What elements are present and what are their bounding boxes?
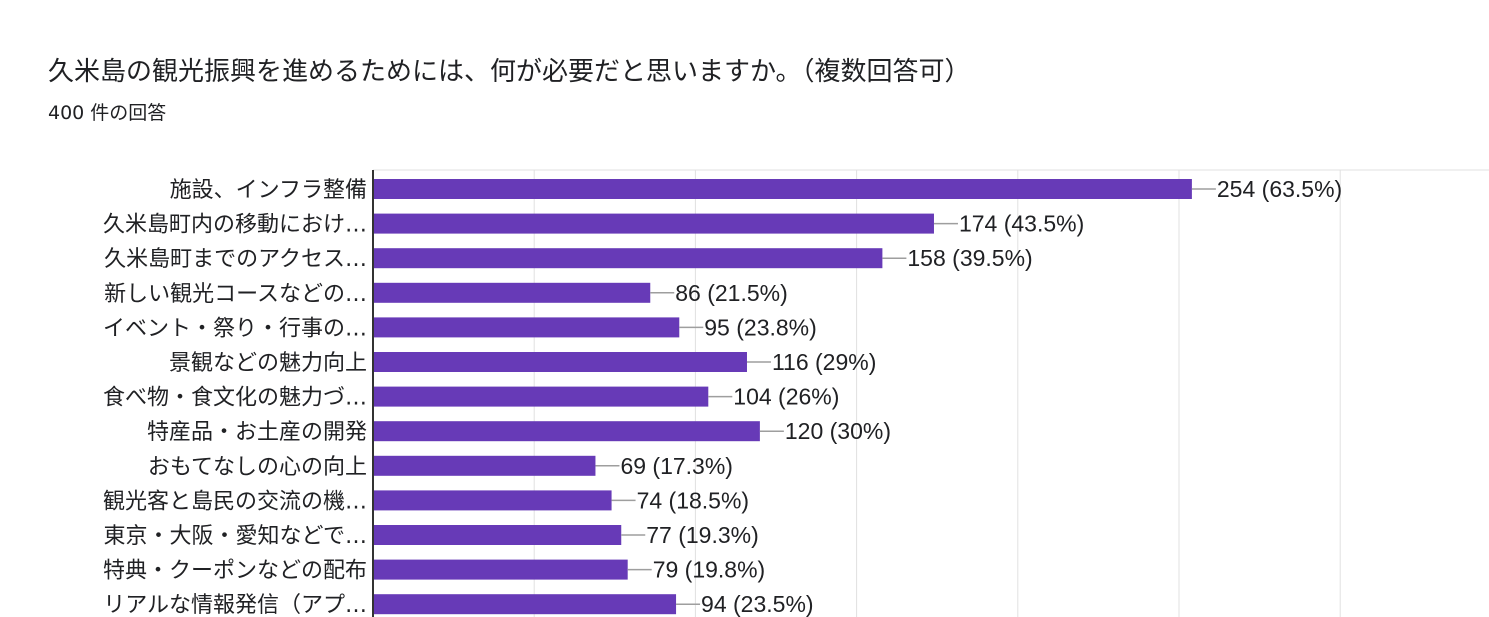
data-label: 158 (39.5%) [907, 245, 1032, 271]
bar [373, 386, 709, 407]
response-count: 400 件の回答 [48, 102, 167, 124]
data-label: 254 (63.5%) [1217, 176, 1342, 202]
category-label: 施設、インフラ整備 [170, 178, 367, 203]
data-label: 94 (23.5%) [701, 591, 814, 617]
data-label: 95 (23.8%) [704, 314, 817, 340]
bar [373, 213, 934, 234]
category-label: 特典・クーポンなどの配布 [103, 559, 367, 584]
category-label: 東京・大阪・愛知などで… [103, 524, 367, 549]
bar [373, 525, 622, 545]
category-label: 食べ物・食文化の魅力づ… [103, 386, 367, 411]
category-label: イベント・祭り・行事の… [103, 316, 367, 341]
bar [373, 282, 651, 303]
category-label: 景観などの魅力向上 [169, 351, 367, 376]
category-label: おもてなしの心の向上 [148, 455, 367, 480]
category-label: 観光客と島民の交流の機… [103, 489, 367, 514]
bar [373, 455, 596, 476]
data-label: 120 (30%) [785, 418, 891, 444]
labels: 施設、インフラ整備 254 (63.5%) 久米島町内の移動におけ… 174 (43.… [103, 176, 1342, 617]
category-label: 新しい観光コースなどの… [104, 282, 367, 307]
category-label: 久米島町までのアクセス… [104, 247, 367, 272]
bar [373, 421, 760, 442]
data-label: 79 (19.8%) [653, 557, 766, 583]
category-label: 特産品・お土産の開発 [147, 420, 367, 445]
data-label: 77 (19.3%) [646, 522, 759, 548]
bar [373, 317, 680, 338]
bars [373, 179, 1216, 615]
data-label: 69 (17.3%) [620, 453, 733, 479]
data-label: 74 (18.5%) [637, 487, 750, 513]
chart-title: 久米島の観光振興を進めるためには、何が必要だと思いますか。（複数回答可） [48, 57, 971, 87]
bar [373, 559, 628, 580]
bar [373, 490, 612, 511]
category-label: リアルな情報発信（アプ… [103, 593, 367, 617]
category-label: 久米島町内の移動におけ… [103, 213, 367, 238]
data-label: 104 (26%) [733, 384, 839, 410]
data-label: 86 (21.5%) [675, 280, 788, 306]
bar [373, 594, 677, 615]
data-label: 116 (29%) [772, 349, 876, 375]
data-label: 174 (43.5%) [959, 211, 1084, 237]
bar [373, 248, 883, 269]
bar [373, 352, 747, 372]
bar [373, 179, 1192, 199]
